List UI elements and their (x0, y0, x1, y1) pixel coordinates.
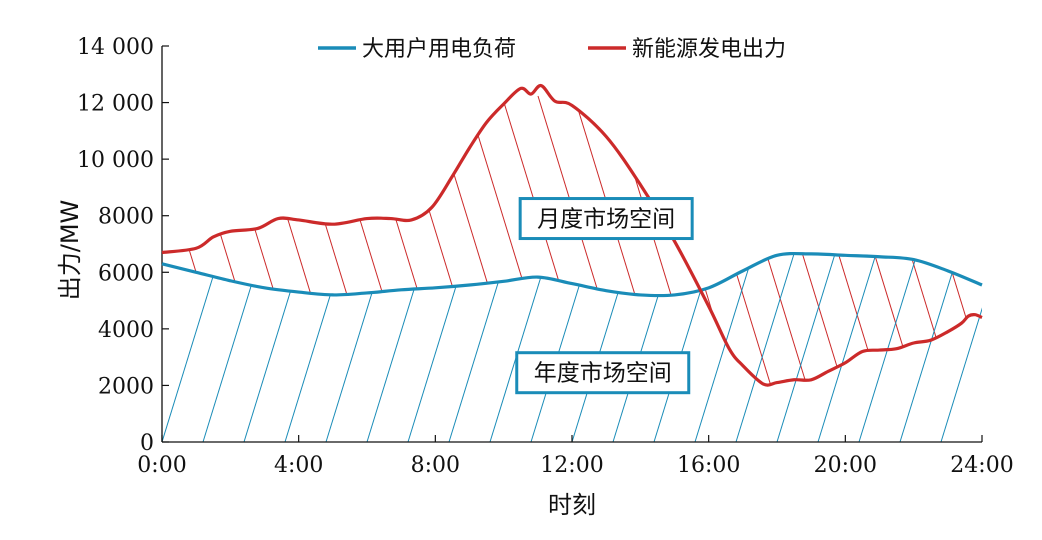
y-tick-label: 4000 (98, 318, 154, 343)
y-tick-label: 8000 (98, 205, 154, 230)
hatch-line (357, 95, 459, 386)
x-tick-label: 4:00 (274, 453, 323, 478)
x-tick-label: 0:00 (137, 453, 186, 478)
x-tick-label: 8:00 (411, 453, 460, 478)
hatch-line (1023, 0, 1042, 442)
region-label-box-1 (515, 351, 691, 395)
region-label-0: 月度市场空间 (537, 207, 675, 233)
hatch-line (321, 95, 423, 386)
hatch-line (489, 253, 639, 442)
hatch-line (933, 95, 982, 386)
y-tick-label: 14 000 (77, 35, 154, 60)
hatch-line (899, 253, 982, 442)
hatch-line (285, 95, 387, 386)
y-axis-title: 出力/MW (56, 200, 84, 301)
hatch-line (284, 253, 434, 442)
hatch-line (429, 95, 531, 386)
y-tick-label: 2000 (98, 374, 154, 399)
series-lines (161, 83, 983, 387)
hatch-line (162, 95, 243, 386)
hatch-line (969, 95, 982, 386)
legend: 大用户用电负荷 新能源发电出力 (318, 37, 786, 62)
hatch-line (243, 253, 393, 442)
x-tick-label: 16:00 (677, 453, 740, 478)
y-tick-label: 10 000 (77, 148, 154, 173)
hatch-line (162, 253, 311, 442)
y-tick-label: 12 000 (77, 92, 154, 117)
hatch-line (448, 253, 598, 442)
load-series-line (161, 251, 983, 298)
region-label-1: 年度市场空间 (534, 361, 672, 387)
hatch-line (366, 253, 516, 442)
y-tick-label: 6000 (98, 261, 154, 286)
hatch-line (817, 253, 967, 442)
hatch-line (213, 95, 315, 386)
hatch-line (789, 95, 891, 386)
x-tick-label: 20:00 (814, 453, 877, 478)
hatch-line (393, 95, 495, 386)
y-tick-label: 0 (140, 431, 154, 456)
hatch-line (177, 95, 279, 386)
x-axis-title: 时刻 (548, 491, 596, 519)
hatch-line (1006, 96, 1042, 422)
hatch-line (202, 253, 352, 442)
hatch-line (940, 253, 982, 442)
renewable-series-line (161, 83, 983, 387)
hatch-line (858, 253, 982, 442)
x-tick-label: 24:00 (950, 453, 1013, 478)
hatch-line (694, 253, 844, 442)
x-tick-label: 12:00 (540, 453, 603, 478)
legend-label-0: 大用户用电负荷 (362, 37, 516, 62)
hatch-line (981, 253, 982, 442)
axes: 0 2000 4000 6000 8000 10 000 12 000 14 000 0:00 4… (56, 35, 1014, 519)
hatch-line (776, 253, 926, 442)
hatch-line (325, 253, 475, 442)
hatch-line (735, 253, 885, 442)
legend-label-1: 新能源发电出力 (632, 37, 786, 62)
region-label-box-0 (518, 197, 694, 241)
hatch-line (407, 253, 557, 442)
